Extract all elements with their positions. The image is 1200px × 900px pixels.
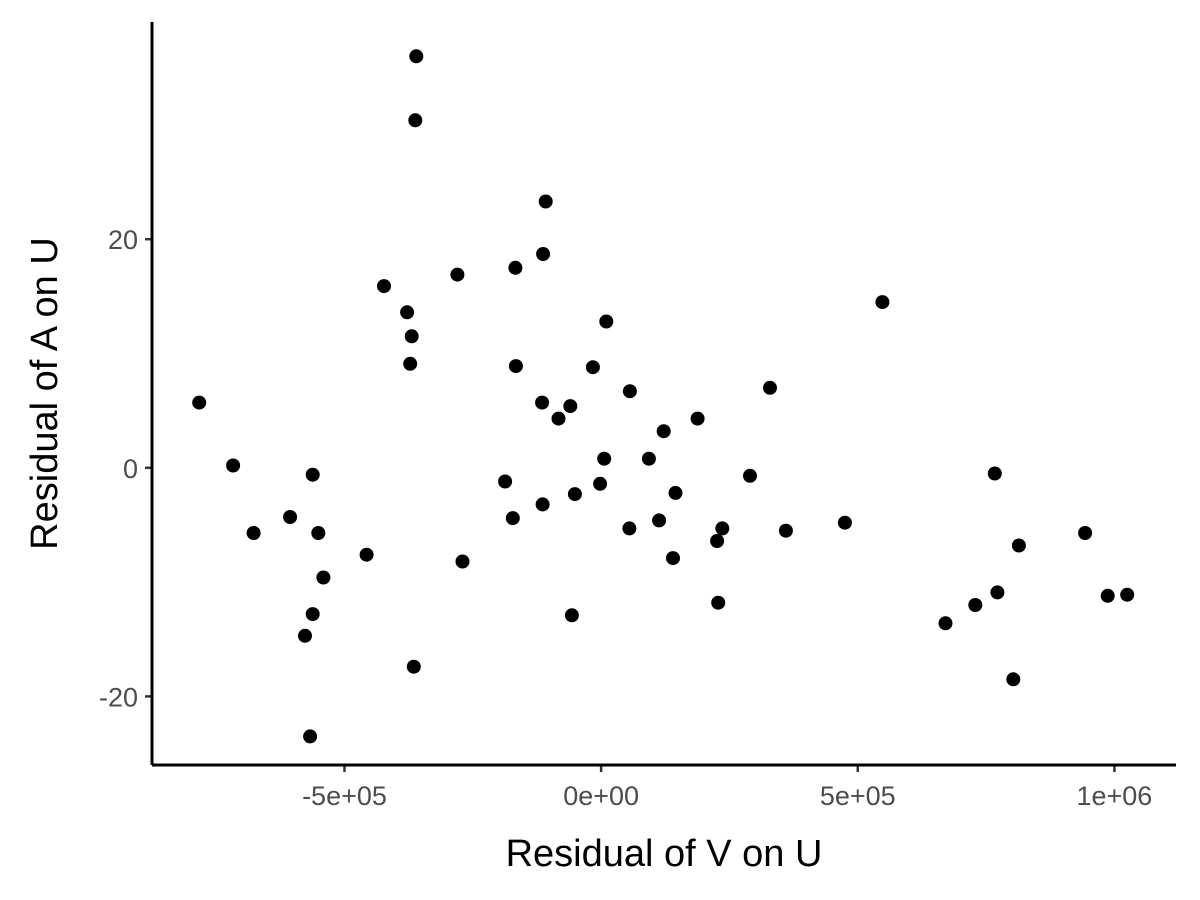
data-point (305, 607, 320, 622)
data-point (505, 511, 520, 526)
data-point (987, 466, 1002, 481)
data-point (599, 314, 614, 329)
data-point (311, 526, 326, 540)
data-point (298, 628, 312, 643)
data-point (283, 510, 298, 524)
data-point (535, 395, 550, 410)
data-point (837, 515, 852, 530)
data-point (875, 295, 890, 310)
y-axis-title: Residual of A on U (24, 237, 66, 550)
data-point (409, 49, 424, 64)
data-point (403, 356, 418, 371)
data-point (359, 547, 374, 562)
x-tick-label: 5e+05 (820, 781, 896, 811)
data-point (1100, 588, 1115, 603)
data-point (1120, 587, 1135, 602)
data-point (1006, 672, 1021, 687)
data-point (968, 598, 983, 612)
data-point (377, 279, 391, 294)
data-point (1078, 526, 1093, 540)
data-point (564, 608, 579, 623)
data-point (551, 411, 566, 426)
data-point (715, 521, 730, 536)
data-point (455, 554, 470, 569)
data-point (990, 585, 1005, 600)
data-point (192, 395, 207, 410)
data-point (305, 467, 320, 482)
data-point (652, 513, 667, 528)
y-axis-ticks: -20 0 20 (99, 225, 152, 712)
data-point (567, 487, 582, 502)
data-point (711, 595, 726, 610)
points-layer (192, 49, 1135, 744)
data-point (316, 570, 331, 585)
data-point (400, 305, 415, 320)
data-point (710, 534, 725, 548)
data-point (585, 360, 600, 375)
data-point (226, 458, 241, 473)
data-point (938, 616, 953, 631)
x-tick-label: 1e+06 (1076, 781, 1152, 811)
data-point (593, 476, 608, 491)
data-point (498, 474, 513, 489)
y-tick-label: 20 (108, 225, 138, 255)
data-point (408, 113, 423, 128)
x-tick-label: 0e+00 (563, 781, 639, 811)
data-point (450, 267, 465, 282)
data-point (563, 399, 578, 414)
y-tick-label: -20 (99, 682, 138, 712)
data-point (763, 380, 777, 395)
data-point (406, 659, 421, 674)
data-point (404, 329, 419, 344)
data-point (536, 247, 551, 261)
data-point (535, 497, 550, 512)
data-point (508, 359, 523, 374)
y-tick-label: 0 (123, 454, 138, 484)
x-tick-label: -5e+05 (302, 781, 387, 811)
data-point (508, 260, 523, 275)
data-point (656, 424, 671, 439)
data-point (666, 551, 680, 566)
data-point (597, 451, 612, 466)
data-point (1011, 538, 1026, 553)
data-point (622, 521, 637, 536)
data-point (641, 451, 656, 466)
data-point (246, 526, 261, 540)
data-point (622, 384, 637, 399)
data-point (538, 194, 553, 209)
x-axis-ticks: -5e+05 0e+00 5e+05 1e+06 (302, 765, 1152, 811)
data-point (668, 485, 683, 500)
x-axis-title: Residual of V on U (506, 833, 823, 875)
data-point (743, 468, 757, 483)
data-point (303, 729, 318, 744)
data-point (690, 411, 705, 426)
data-point (778, 523, 793, 538)
